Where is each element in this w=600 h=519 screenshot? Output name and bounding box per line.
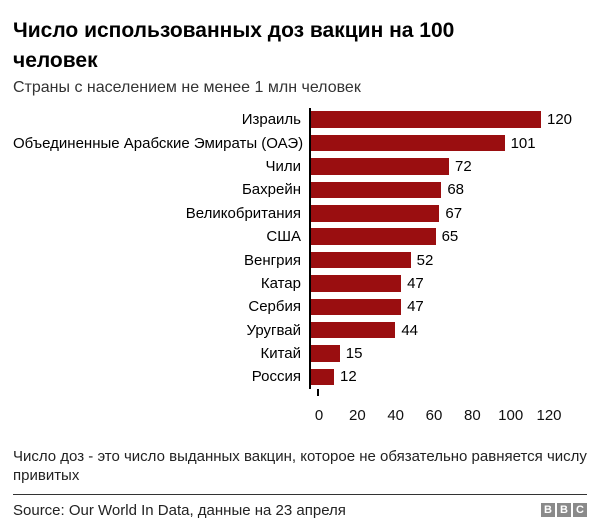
bar: [311, 111, 541, 128]
source-text: Source: Our World In Data, данные на 23 …: [13, 501, 346, 519]
country-label: Бахрейн: [241, 181, 301, 199]
value-label: 15: [345, 345, 363, 363]
value-label: 68: [447, 181, 465, 199]
value-label: 47: [407, 274, 424, 292]
value-label: 120: [547, 111, 573, 129]
value-label: 47: [407, 298, 424, 316]
country-label: Катар: [260, 274, 301, 292]
logo-letter-block: B: [541, 503, 555, 518]
plot-cell: 47: [309, 271, 587, 296]
value-label: 44: [401, 321, 419, 339]
bar: [311, 368, 334, 386]
bar: [311, 181, 442, 199]
y-axis-stub: [317, 388, 319, 396]
tick-label: 120: [536, 406, 562, 424]
plot-cell: 12: [309, 365, 587, 389]
plot-cell: 47: [309, 295, 587, 319]
bar-row: Китай 15: [13, 341, 587, 366]
plot-cell: 44: [309, 318, 587, 342]
plot-cell: 120: [309, 108, 587, 132]
logo-letter-block: B: [557, 503, 571, 518]
bar: [311, 251, 411, 269]
page-title: Число использованных доз вакцин на 100 ч…: [13, 19, 455, 72]
bar: [311, 275, 402, 292]
tick-label: 20: [348, 406, 366, 424]
bar-row: Катар 47: [13, 271, 587, 296]
plot-cell: 65: [309, 224, 587, 249]
tick-label: 0: [314, 406, 324, 424]
bar-row: Уругвай 44: [13, 318, 587, 342]
bar-row: Великобритания 67: [13, 201, 587, 225]
plot-cell: 68: [309, 178, 587, 202]
x-axis: 0 20 40 60 80 100 120: [315, 406, 587, 424]
value-label: 67: [445, 204, 463, 222]
plot-cell: 72: [309, 154, 587, 179]
value-label: 101: [510, 134, 536, 152]
tick-label: 60: [425, 406, 443, 424]
country-label: Венгрия: [244, 251, 301, 269]
tick-label: 100: [498, 406, 524, 424]
bar-row: Бахрейн 68: [13, 178, 587, 202]
bar: [311, 134, 505, 152]
plot-cell: 101: [309, 131, 587, 155]
bar: [311, 228, 436, 245]
source-row: Source: Our World In Data, данные на 23 …: [13, 502, 587, 519]
country-label: Россия: [251, 368, 301, 386]
country-label: Сербия: [248, 298, 301, 316]
bar-row: Объединенные Арабские Эмираты (ОАЭ) 101: [13, 131, 587, 155]
country-label: Чили: [265, 157, 301, 175]
bar-row: Чили 72: [13, 154, 587, 179]
bar-row: США 65: [13, 224, 587, 249]
value-label: 65: [441, 228, 459, 246]
value-label: 52: [416, 251, 434, 269]
bar-row: Израиль 120: [13, 108, 587, 132]
bar: [311, 321, 396, 339]
chart-rows: Израиль 120 Объединенные Арабские Эмират…: [13, 108, 587, 389]
footnote: Число доз - это число выданных вакцин, к…: [13, 447, 587, 484]
bar-row: Сербия 47: [13, 295, 587, 319]
bar: [311, 158, 449, 175]
divider: [13, 493, 587, 495]
bar: [311, 205, 440, 222]
country-label: Уругвай: [246, 321, 301, 339]
plot-cell: 52: [309, 248, 587, 272]
country-label: Объединенные Арабские Эмираты (ОАЭ): [13, 134, 304, 152]
bar: [311, 345, 340, 362]
plot-cell: 67: [309, 201, 587, 225]
tick-label: 40: [387, 406, 404, 424]
country-label: Китай: [260, 345, 301, 363]
tick-label: 80: [463, 406, 481, 424]
logo-letter-block: C: [573, 503, 587, 518]
bar-chart: Израиль 120 Объединенные Арабские Эмират…: [13, 108, 587, 424]
value-label: 12: [340, 368, 357, 386]
country-label: США: [266, 228, 301, 246]
bar-row: Россия 12: [13, 365, 587, 389]
plot-cell: 15: [309, 341, 587, 366]
bar: [311, 298, 402, 316]
country-label: Израиль: [241, 111, 301, 129]
page-subtitle: Страны с населением не менее 1 млн челов…: [13, 79, 361, 96]
country-label: Великобритания: [185, 204, 301, 222]
bar-row: Венгрия 52: [13, 248, 587, 272]
value-label: 72: [455, 157, 472, 175]
